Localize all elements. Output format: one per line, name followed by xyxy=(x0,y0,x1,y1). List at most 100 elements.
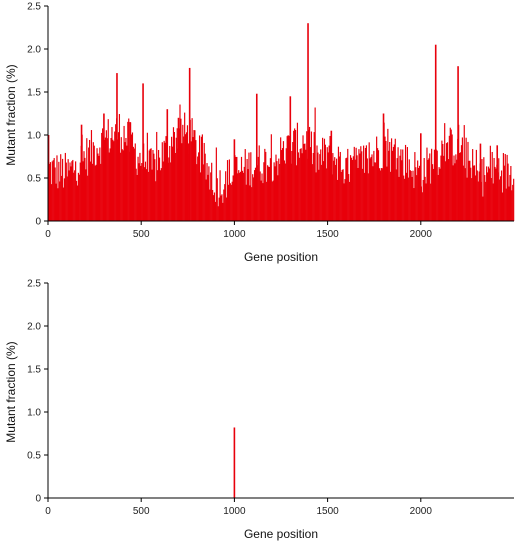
top-profile-bar-323 xyxy=(349,181,351,221)
top-profile-bar-171 xyxy=(207,174,209,221)
top-profile-bar-31 xyxy=(76,185,79,221)
top-profile-bar-16 xyxy=(62,187,65,221)
top-profile-bar-21 xyxy=(67,159,69,221)
top-profile-bar-191 xyxy=(226,197,228,221)
top-profile-bar-441 xyxy=(459,152,461,221)
top-profile-bar-453 xyxy=(470,167,472,221)
top-profile-bar-483 xyxy=(498,158,500,221)
top-profile-bar-228 xyxy=(260,180,262,221)
top-profile-bar-150 xyxy=(187,143,189,221)
top-profile-bar-309 xyxy=(335,158,338,221)
top-profile-bar-274 xyxy=(303,143,305,221)
top-profile-bar-264 xyxy=(294,128,296,221)
top-profile-bar-188 xyxy=(223,189,225,221)
top-profile-bar-201 xyxy=(235,156,237,221)
top-profile-bar-391 xyxy=(412,170,414,221)
top-profile-bar-277 xyxy=(306,131,308,221)
top-profile-bar-449 xyxy=(466,177,468,221)
top-profile-bar-325 xyxy=(350,157,353,221)
top-profile-bar-352 xyxy=(376,136,378,221)
top-profile-bar-435 xyxy=(453,155,455,221)
top-profile-bar-226 xyxy=(258,145,260,221)
top-profile-bar-314 xyxy=(340,171,342,221)
top-profile-bar-265 xyxy=(294,130,297,221)
top-profile-bar-417 xyxy=(436,150,438,221)
top-profile-bar-48 xyxy=(92,142,94,221)
top-profile-bar-283 xyxy=(311,164,313,221)
top-profile-bar-252 xyxy=(282,141,285,221)
top-profile-bar-97 xyxy=(138,163,140,221)
bottom-x-tick-label-0: 0 xyxy=(45,506,51,517)
top-profile-bar-138 xyxy=(176,128,178,221)
top-profile-bar-262 xyxy=(292,142,294,221)
top-profile-bar-246 xyxy=(277,175,279,221)
top-profile-bar-23 xyxy=(69,162,71,221)
top-profile-bar-213 xyxy=(246,158,248,221)
top-profile-bar-169 xyxy=(205,179,207,221)
top-profile-bar-107 xyxy=(147,171,149,221)
top-profile-bar-404 xyxy=(424,176,426,221)
top-profile-bar-285 xyxy=(313,132,315,221)
top-profile-bar-106 xyxy=(146,132,148,221)
top-profile-bar-241 xyxy=(272,180,274,221)
top-profile-bar-398 xyxy=(418,165,421,221)
top-profile-bar-126 xyxy=(165,136,167,221)
top-profile-bar-437 xyxy=(455,154,457,221)
top-profile-bar-253 xyxy=(283,160,285,221)
bottom-x-tick-label-4: 2000 xyxy=(410,506,433,517)
top-profile-bar-211 xyxy=(244,149,246,221)
top-profile-bar-306 xyxy=(333,160,335,221)
top-profile-bar-204 xyxy=(238,170,240,221)
top-profile-bar-293 xyxy=(321,164,323,221)
top-profile-bar-176 xyxy=(212,189,214,221)
top-profile-bar-50 xyxy=(94,165,96,221)
top-profile-bar-263 xyxy=(293,130,295,221)
top-profile-bar-458 xyxy=(474,175,477,221)
top-profile-bar-405 xyxy=(425,183,427,221)
top-profile-bar-319 xyxy=(345,158,347,221)
top-profile-bar-243 xyxy=(274,166,276,221)
top-bars xyxy=(47,23,515,222)
top-profile-bar-161 xyxy=(198,152,200,221)
top-profile-bar-372 xyxy=(394,138,396,221)
top-peak-bar-14 xyxy=(382,113,385,221)
top-profile-bar-275 xyxy=(304,143,306,221)
top-profile-bar-185 xyxy=(220,195,222,221)
top-profile-bar-170 xyxy=(206,163,208,221)
top-profile-bar-268 xyxy=(297,152,299,221)
top-profile-bar-222 xyxy=(254,167,257,221)
top-profile-bar-307 xyxy=(334,157,336,221)
bottom-axes: 0 0.5 1.0 1.5 2.0 2.5 0 500 1000 1500 2000 xyxy=(27,279,514,517)
top-profile-bar-320 xyxy=(346,157,348,221)
top-profile-bar-384 xyxy=(405,172,408,221)
top-peak-bar-2 xyxy=(103,113,105,221)
top-profile-bar-230 xyxy=(262,183,264,221)
top-profile-bar-65 xyxy=(108,152,110,221)
top-profile-bar-134 xyxy=(172,127,175,221)
top-profile-bar-155 xyxy=(192,137,194,221)
top-profile-bar-328 xyxy=(353,146,355,221)
top-profile-bar-167 xyxy=(203,142,205,221)
top-profile-bar-477 xyxy=(492,183,494,221)
top-profile-bar-220 xyxy=(253,177,255,221)
bottom-x-tick-label-2: 1000 xyxy=(223,506,246,517)
top-profile-bar-7 xyxy=(54,167,56,221)
top-profile-bar-184 xyxy=(219,170,221,221)
top-profile-bar-358 xyxy=(381,168,383,221)
top-profile-bar-335 xyxy=(360,146,362,221)
top-profile-bar-145 xyxy=(183,136,185,221)
top-profile-bar-301 xyxy=(328,145,330,221)
top-profile-bar-350 xyxy=(374,162,376,221)
top-profile-bar-13 xyxy=(60,154,62,221)
top-profile-bar-239 xyxy=(270,134,272,221)
top-profile-bar-85 xyxy=(127,121,129,221)
top-profile-bar-308 xyxy=(335,164,337,221)
top-profile-bar-71 xyxy=(114,131,116,221)
top-profile-bar-52 xyxy=(96,148,98,221)
top-profile-bar-267 xyxy=(296,122,299,221)
top-profile-bar-40 xyxy=(85,169,87,221)
chart-bottom: 0 0.5 1.0 1.5 2.0 2.5 0 500 1000 1500 2000 Gene po… xyxy=(4,279,514,541)
top-profile-bar-369 xyxy=(391,150,394,221)
top-profile-bar-276 xyxy=(305,149,307,221)
top-profile-bar-156 xyxy=(193,130,195,221)
